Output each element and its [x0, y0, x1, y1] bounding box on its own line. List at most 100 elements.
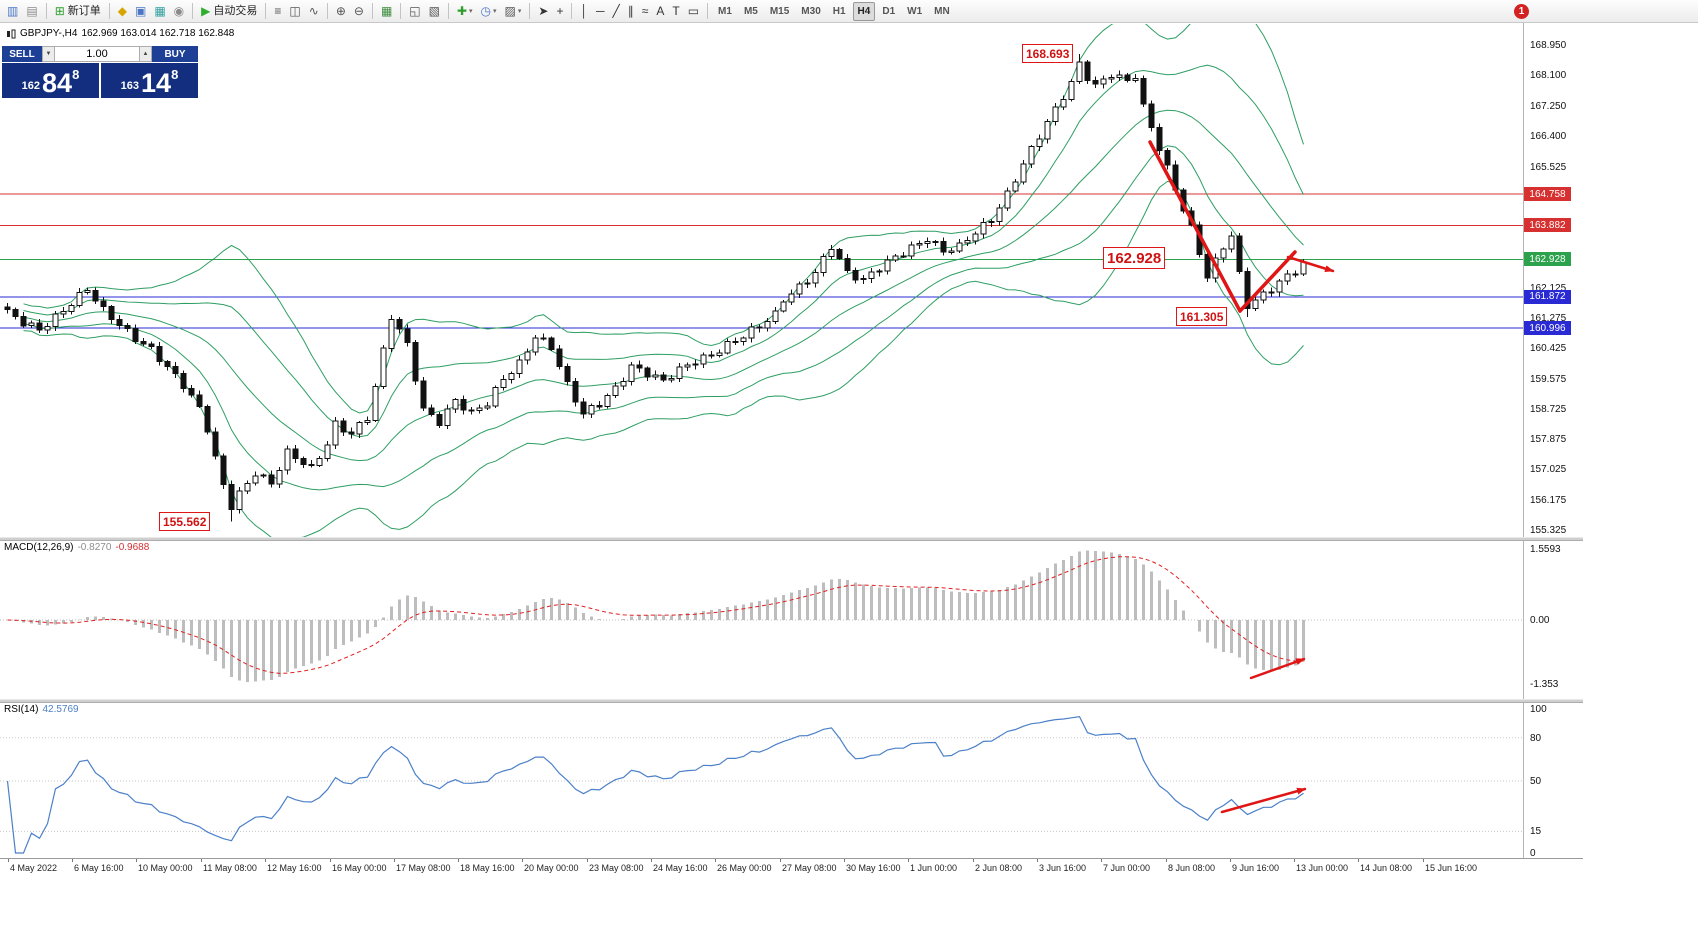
cursor-tool-glyph: ➤ — [538, 4, 549, 18]
time-axis[interactable]: 4 May 2022 6 May 16:00 10 May 00:00 11 May … — [0, 858, 1583, 881]
tile-windows-icon[interactable]: ▦ — [378, 2, 395, 21]
horizontal-lines-layer[interactable] — [0, 193, 1523, 329]
zoom-in-icon[interactable]: ⊕ — [333, 2, 349, 21]
panel-separator[interactable] — [0, 537, 1583, 541]
timeframe-w1[interactable]: W1 — [907, 5, 923, 17]
trend-arrow[interactable] — [1220, 787, 1307, 814]
label-tool[interactable]: T — [669, 2, 682, 21]
time-tick — [1037, 859, 1038, 862]
shapes-tool[interactable]: ▭ — [685, 2, 702, 21]
price-annotation[interactable]: 162.928 — [1103, 247, 1166, 269]
timeframe-h1[interactable]: H1 — [832, 5, 846, 17]
time-tick — [458, 859, 459, 862]
line-chart-icon[interactable]: ∿ — [306, 2, 322, 21]
candlestick-chart-icon[interactable]: ◫ — [286, 2, 303, 21]
trend-arrow[interactable] — [1249, 657, 1306, 680]
price-tick-label: 155.325 — [1530, 525, 1567, 536]
text-tool[interactable]: A — [653, 2, 667, 21]
toolbar-separator — [571, 3, 573, 19]
price-axis[interactable]: 168.950 168.100 167.250 166.400 165.525 162.1… — [1523, 23, 1584, 859]
time-tick — [715, 859, 716, 862]
time-label: 14 Jun 08:00 — [1360, 863, 1413, 873]
rsi-panel-canvas[interactable] — [0, 701, 1523, 858]
time-tick — [1101, 859, 1102, 862]
trend-arrow[interactable] — [1238, 250, 1297, 313]
autotrade-button-label: 自动交易 — [213, 4, 258, 17]
macd-panel-canvas[interactable] — [0, 539, 1523, 699]
time-label: 17 May 08:00 — [396, 863, 451, 873]
chart-shift-icon[interactable]: ▧ — [426, 2, 443, 21]
main-chart-canvas[interactable] — [0, 24, 1523, 537]
panel-separator[interactable] — [0, 699, 1583, 703]
time-label: 9 Jun 16:00 — [1232, 863, 1280, 873]
period-menu-button[interactable]: ◷ ▾ — [478, 2, 500, 21]
time-label: 20 May 00:00 — [524, 863, 579, 873]
timeframe-mn[interactable]: MN — [934, 5, 950, 17]
timeframe-m15[interactable]: M15 — [769, 5, 790, 17]
rsi-line — [6, 715, 1304, 854]
ask-prefix: 163 — [120, 80, 140, 92]
bar-chart-icon[interactable]: ≡ — [271, 2, 284, 21]
time-label: 6 May 16:00 — [74, 863, 124, 873]
time-label: 8 Jun 08:00 — [1168, 863, 1216, 873]
channel-tool[interactable]: ∥ — [625, 2, 637, 21]
new-chart-icon[interactable]: ▥ — [4, 2, 21, 21]
crosshair-tool[interactable]: + — [553, 2, 566, 21]
profiles-icon[interactable]: ▤ — [23, 2, 40, 21]
cursor-tool[interactable]: ➤ — [535, 2, 551, 21]
buy-button[interactable]: BUY — [152, 46, 198, 62]
notification-badge[interactable]: 1 — [1514, 4, 1529, 19]
market-watch-icon[interactable]: ▣ — [132, 2, 149, 21]
toolbar-separator — [400, 3, 402, 19]
trend-arrow[interactable] — [1148, 140, 1242, 313]
strategy-tester-icon-glyph: ◉ — [173, 4, 185, 18]
data-window-icon[interactable]: ▦ — [151, 2, 168, 21]
timeframe-h4[interactable]: H4 — [852, 1, 876, 21]
chart-shift-icon-glyph: ▧ — [428, 4, 440, 18]
bid-price-button[interactable]: 162 84 8 — [2, 63, 99, 98]
add-indicator-button[interactable]: ✚ ▾ — [454, 2, 476, 21]
timeframe-m30[interactable]: M30 — [801, 5, 821, 17]
time-tick — [1294, 859, 1295, 862]
time-tick — [201, 859, 202, 862]
horizontal-line-tool[interactable]: ─ — [593, 2, 608, 21]
time-tick — [780, 859, 781, 862]
timeframe-m1[interactable]: M1 — [718, 5, 732, 17]
toolbar-separator — [447, 3, 449, 19]
time-tick — [136, 859, 137, 862]
vertical-line-tool[interactable]: │ — [577, 2, 591, 21]
zoom-out-icon[interactable]: ⊖ — [351, 2, 367, 21]
trendline-tool[interactable]: ╱ — [610, 2, 623, 21]
time-tick — [72, 859, 73, 862]
macd-axis-label: 0.00 — [1530, 615, 1550, 626]
price-tick-label: 168.100 — [1530, 70, 1567, 82]
timeframe-d1[interactable]: D1 — [882, 5, 896, 17]
new-order-button[interactable]: ⊞ 新订单 — [52, 2, 104, 21]
strategy-tester-icon[interactable]: ◉ — [171, 2, 187, 21]
auto-arrange-icon[interactable]: ◱ — [406, 2, 423, 21]
timeframe-m5[interactable]: M5 — [743, 5, 758, 17]
volume-decrease-button[interactable]: ▼ — [42, 46, 55, 62]
trend-arrow[interactable] — [1286, 255, 1335, 273]
price-annotation[interactable]: 161.305 — [1176, 307, 1228, 326]
autotrade-button[interactable]: ▶ 自动交易 — [198, 2, 260, 21]
time-label: 16 May 00:00 — [332, 863, 387, 873]
price-tick-label: 157.025 — [1530, 464, 1567, 476]
time-tick — [522, 859, 523, 862]
price-tick-label: 161.275 — [1530, 313, 1567, 325]
templates-button[interactable]: ▨ ▾ — [502, 2, 525, 21]
favorites-icon[interactable]: ◆ — [115, 2, 130, 21]
volume-input[interactable]: 1.00 — [55, 46, 139, 62]
fibonacci-tool[interactable]: ≈ — [639, 2, 652, 21]
price-tick-label: 167.250 — [1530, 100, 1567, 112]
rsi-axis-label: 15 — [1530, 826, 1542, 838]
time-label: 26 May 00:00 — [717, 863, 772, 873]
price-annotation[interactable]: 155.562 — [159, 512, 211, 531]
chart-symbol-header: GBPJPY-,H4 162.969 163.014 162.718 162.8… — [6, 28, 234, 39]
sell-button[interactable]: SELL — [2, 46, 42, 62]
price-annotation[interactable]: 168.693 — [1022, 44, 1074, 63]
ask-price-button[interactable]: 163 14 8 — [101, 63, 198, 98]
volume-increase-button[interactable]: ▲ — [139, 46, 152, 62]
period-menu-button-glyph: ◷ — [480, 4, 492, 18]
bar-chart-icon-glyph: ≡ — [274, 4, 282, 18]
